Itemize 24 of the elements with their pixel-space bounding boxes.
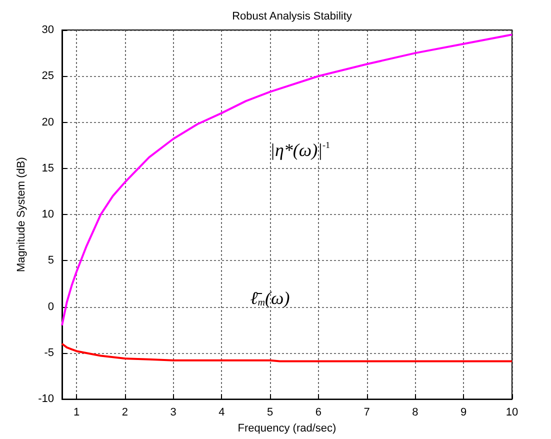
x-tick-label: 2 [122,406,128,419]
x-tick-label: 7 [364,406,370,419]
y-tick-label: 30 [42,24,54,36]
x-tick-label: 4 [218,406,225,419]
y-tick-label: 10 [42,208,54,221]
line-series [61,34,513,326]
y-tick-label: 0 [48,300,54,313]
x-axis-title: Frequency (rad/sec) [238,422,336,434]
x-tick-label: 1 [73,406,80,419]
y-tick-label: -10 [38,393,54,406]
x-tick-label: 8 [412,406,418,419]
line-series [61,342,513,362]
chart-title: Robust Analysis Stability [232,10,352,22]
y-tick-label: -5 [44,346,54,359]
y-tick-label: 15 [42,162,54,174]
x-tick-label: 5 [267,406,274,419]
y-tick-label: 20 [42,116,54,128]
x-tick-label: 9 [460,406,467,419]
y-axis-title: Magnitude System (dB) [16,157,28,272]
x-tick-label: 3 [170,406,176,419]
x-tick-label: 10 [506,406,518,419]
y-tick-label: 5 [48,254,54,267]
y-tick-label: 25 [42,70,54,82]
x-tick-label: 6 [315,406,322,419]
